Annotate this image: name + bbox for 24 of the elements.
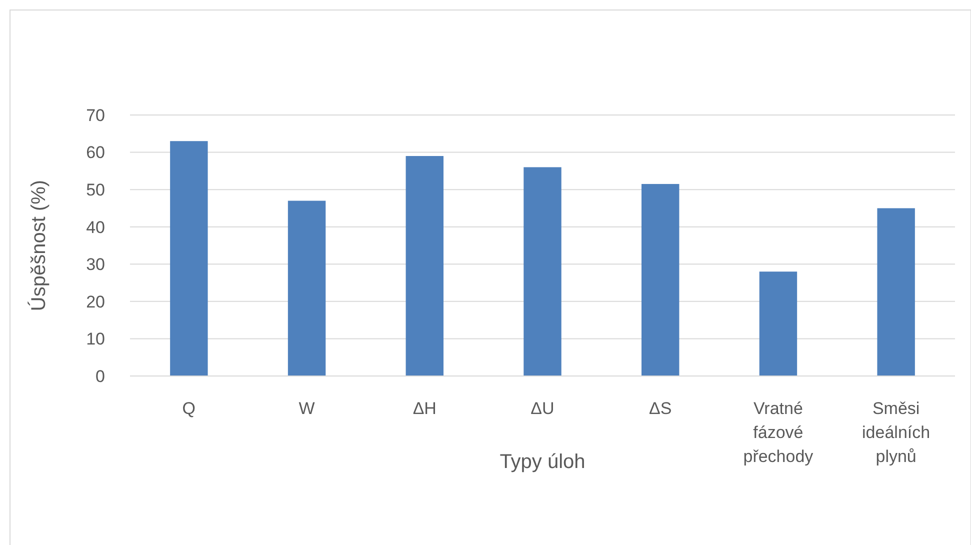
bar bbox=[524, 167, 562, 376]
x-tick-label: ΔH bbox=[412, 399, 436, 418]
y-tick-label: 20 bbox=[86, 292, 105, 312]
bar bbox=[406, 156, 444, 376]
y-tick-label: 50 bbox=[86, 180, 105, 200]
x-tick-label: Směsi ideálních plynů bbox=[862, 399, 930, 466]
x-tick-label: ΔU bbox=[530, 399, 554, 418]
bar bbox=[288, 200, 326, 376]
y-axis-title: Úspěšnost (%) bbox=[27, 180, 50, 312]
bar bbox=[642, 184, 680, 376]
bar bbox=[877, 208, 915, 376]
y-tick-label: 60 bbox=[86, 143, 105, 162]
bar bbox=[759, 272, 798, 376]
x-tick-label: W bbox=[298, 399, 315, 418]
y-tick-label: 30 bbox=[86, 255, 105, 274]
y-tick-label: 10 bbox=[86, 330, 105, 349]
y-tick-label: 0 bbox=[96, 366, 105, 386]
x-tick-label: Q bbox=[182, 399, 196, 418]
x-tick-label: ΔS bbox=[649, 399, 672, 418]
x-tick-label: Vratné fázové přechody bbox=[743, 399, 814, 466]
y-tick-label: 40 bbox=[86, 218, 105, 237]
bar bbox=[170, 141, 208, 376]
y-tick-label: 70 bbox=[86, 106, 105, 125]
x-axis-title: Typy úloh bbox=[500, 451, 586, 473]
